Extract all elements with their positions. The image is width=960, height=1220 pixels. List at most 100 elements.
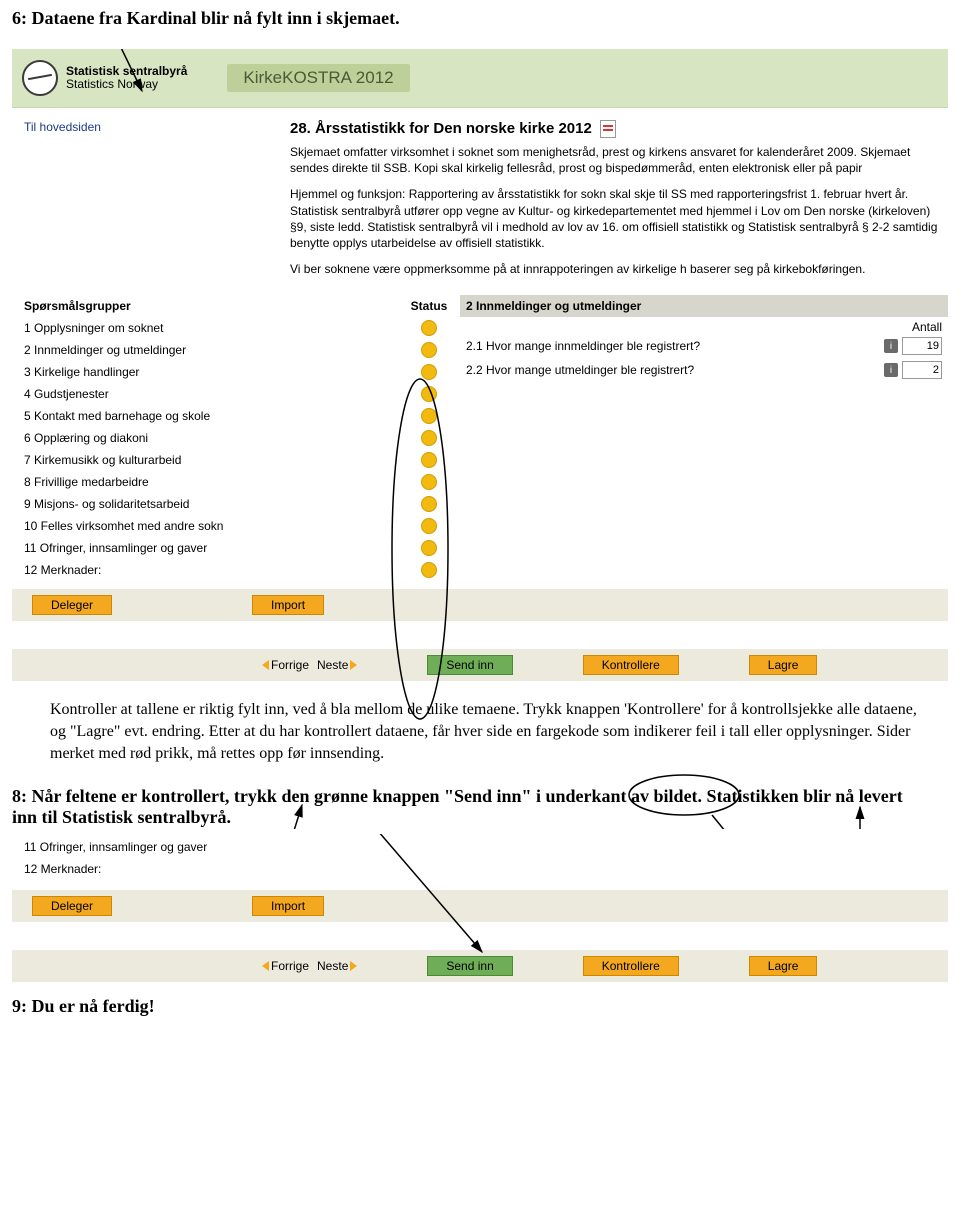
logo-text: Statistisk sentralbyrå Statistics Norway <box>66 65 187 90</box>
group-status <box>404 496 454 512</box>
group-row[interactable]: 1 Opplysninger om soknet <box>24 317 454 339</box>
prev-icon <box>262 660 269 670</box>
group-status <box>404 364 454 380</box>
group-label: 11 Ofringer, innsamlinger og gaver <box>24 541 404 555</box>
status-dot-icon <box>421 562 437 578</box>
intro-p3: Vi ber soknene være oppmerksomme på at i… <box>290 261 948 277</box>
input-2-2[interactable] <box>902 361 942 379</box>
button-row-2: Forrige Neste Send inn Kontrollere Lagre <box>12 649 948 681</box>
import-button[interactable]: Import <box>252 595 324 615</box>
group-label: 3 Kirkelige handlinger <box>24 365 404 379</box>
question-2-1: 2.1 Hvor mange innmeldinger ble registre… <box>466 339 880 353</box>
group-label: 10 Felles virksomhet med andre sokn <box>24 519 404 533</box>
info-icon[interactable]: i <box>884 339 898 353</box>
status-dot-icon <box>421 518 437 534</box>
group-status <box>404 540 454 556</box>
status-dot-icon <box>421 474 437 490</box>
screenshot-1: Statistisk sentralbyrå Statistics Norway… <box>12 49 948 681</box>
home-link[interactable]: Til hovedsiden <box>24 120 101 134</box>
doc-heading-6: 6: Dataene fra Kardinal blir nå fylt inn… <box>12 8 948 29</box>
lagre-button[interactable]: Lagre <box>749 956 818 976</box>
intro-p1: Skjemaet omfatter virksomhet i soknet so… <box>290 144 948 176</box>
left-column: Til hovedsiden <box>12 108 282 295</box>
forrige-label: Forrige <box>271 658 309 672</box>
forrige-neste-nav[interactable]: Forrige Neste <box>262 658 357 672</box>
group-status <box>404 342 454 358</box>
info-icon[interactable]: i <box>884 363 898 377</box>
antall-label: Antall <box>460 317 948 334</box>
group-label: 8 Frivillige medarbeidre <box>24 475 404 489</box>
button-row-1: Deleger Import <box>12 589 948 621</box>
main-content: 28. Årsstatistikk for Den norske kirke 2… <box>282 108 948 295</box>
import-button[interactable]: Import <box>252 896 324 916</box>
kontrollere-button[interactable]: Kontrollere <box>583 956 679 976</box>
group-row[interactable]: 8 Frivillige medarbeidre <box>24 471 454 493</box>
screenshot-2: 11 Ofringer, innsamlinger og gaver 12 Me… <box>12 834 948 982</box>
group-status <box>404 320 454 336</box>
status-dot-icon <box>421 452 437 468</box>
group-row[interactable]: 2 Innmeldinger og utmeldinger <box>24 339 454 361</box>
question-groups: Spørsmålsgrupper Status 1 Opplysninger o… <box>24 295 454 581</box>
question-panel: 2 Innmeldinger og utmeldinger Antall 2.1… <box>460 295 948 382</box>
section-title: 2 Innmeldinger og utmeldinger <box>460 295 948 317</box>
send-inn-button[interactable]: Send inn <box>427 655 512 675</box>
status-dot-icon <box>421 342 437 358</box>
group-item-11[interactable]: 11 Ofringer, innsamlinger og gaver <box>12 836 948 858</box>
input-2-1[interactable] <box>902 337 942 355</box>
group-row[interactable]: 7 Kirkemusikk og kulturarbeid <box>24 449 454 471</box>
doc-heading-8: 8: Når feltene er kontrollert, trykk den… <box>12 786 920 828</box>
group-row[interactable]: 3 Kirkelige handlinger <box>24 361 454 383</box>
question-2-2: 2.2 Hvor mange utmeldinger ble registrer… <box>466 363 880 377</box>
forrige-neste-nav[interactable]: Forrige Neste <box>262 959 357 973</box>
group-label: 7 Kirkemusikk og kulturarbeid <box>24 453 404 467</box>
group-label: 9 Misjons- og solidaritetsarbeid <box>24 497 404 511</box>
status-dot-icon <box>421 540 437 556</box>
doc-paragraph: Kontroller at tallene er riktig fylt inn… <box>50 699 920 764</box>
neste-label: Neste <box>317 658 348 672</box>
ssb-logo-icon <box>22 60 58 96</box>
group-status <box>404 562 454 578</box>
group-label: 6 Opplæring og diakoni <box>24 431 404 445</box>
deleger-button[interactable]: Deleger <box>32 595 112 615</box>
group-label: 2 Innmeldinger og utmeldinger <box>24 343 404 357</box>
neste-label: Neste <box>317 959 348 973</box>
prev-icon <box>262 961 269 971</box>
page-title-text: 28. Årsstatistikk for Den norske kirke 2… <box>290 120 592 137</box>
group-status <box>404 518 454 534</box>
group-row[interactable]: 10 Felles virksomhet med andre sokn <box>24 515 454 537</box>
group-row[interactable]: 12 Merknader: <box>24 559 454 581</box>
intro-p2: Hjemmel og funksjon: Rapportering av års… <box>290 186 948 251</box>
pdf-icon[interactable] <box>600 120 616 138</box>
group-row[interactable]: 6 Opplæring og diakoni <box>24 427 454 449</box>
group-status <box>404 430 454 446</box>
group-row[interactable]: 4 Gudstjenester <box>24 383 454 405</box>
group-row[interactable]: 5 Kontakt med barnehage og skole <box>24 405 454 427</box>
status-dot-icon <box>421 386 437 402</box>
button-row-1b: Deleger Import <box>12 890 948 922</box>
status-dot-icon <box>421 364 437 380</box>
lagre-button[interactable]: Lagre <box>749 655 818 675</box>
deleger-button[interactable]: Deleger <box>32 896 112 916</box>
group-status <box>404 386 454 402</box>
kontrollere-button[interactable]: Kontrollere <box>583 655 679 675</box>
group-row[interactable]: 9 Misjons- og solidaritetsarbeid <box>24 493 454 515</box>
group-status <box>404 408 454 424</box>
org-name-2: Statistics Norway <box>66 78 187 91</box>
group-label: 5 Kontakt med barnehage og skole <box>24 409 404 423</box>
group-row[interactable]: 11 Ofringer, innsamlinger og gaver <box>24 537 454 559</box>
page-title: 28. Årsstatistikk for Den norske kirke 2… <box>290 120 948 138</box>
button-row-2b: Forrige Neste Send inn Kontrollere Lagre <box>12 950 948 982</box>
group-label: 4 Gudstjenester <box>24 387 404 401</box>
group-item-12[interactable]: 12 Merknader: <box>12 858 948 880</box>
app-title: KirkeKOSTRA 2012 <box>227 64 409 92</box>
forrige-label: Forrige <box>271 959 309 973</box>
group-label: 12 Merknader: <box>24 563 404 577</box>
status-dot-icon <box>421 320 437 336</box>
status-dot-icon <box>421 408 437 424</box>
status-dot-icon <box>421 496 437 512</box>
send-inn-button[interactable]: Send inn <box>427 956 512 976</box>
group-status <box>404 474 454 490</box>
status-heading: Status <box>404 299 454 313</box>
groups-heading: Spørsmålsgrupper <box>24 299 404 313</box>
next-icon <box>350 660 357 670</box>
